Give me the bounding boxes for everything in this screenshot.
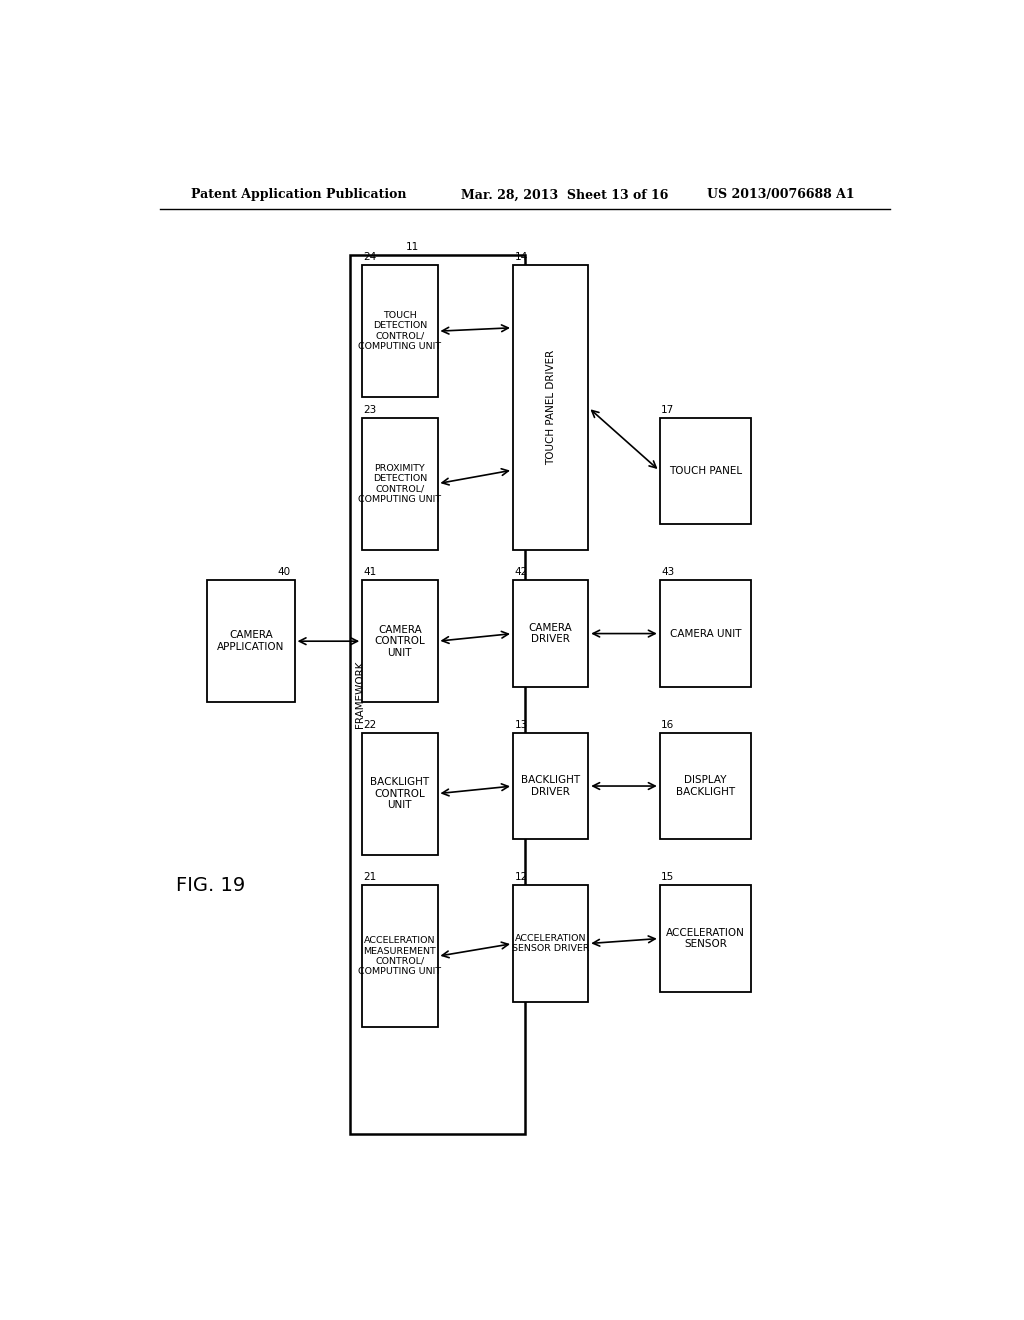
- Text: TOUCH PANEL DRIVER: TOUCH PANEL DRIVER: [546, 350, 556, 465]
- Text: 22: 22: [364, 719, 377, 730]
- Bar: [513, 886, 588, 1002]
- Text: 17: 17: [662, 404, 675, 414]
- Text: 13: 13: [514, 719, 527, 730]
- Text: 43: 43: [662, 568, 675, 577]
- Text: BACKLIGHT
DRIVER: BACKLIGHT DRIVER: [521, 775, 581, 797]
- Text: FRAMEWORK: FRAMEWORK: [354, 661, 365, 729]
- Bar: [513, 733, 588, 840]
- Bar: [362, 417, 437, 549]
- Text: CAMERA
CONTROL
UNIT: CAMERA CONTROL UNIT: [375, 624, 425, 657]
- Bar: [513, 265, 588, 549]
- Text: 12: 12: [514, 873, 527, 882]
- Bar: [350, 255, 524, 1134]
- Text: DISPLAY
BACKLIGHT: DISPLAY BACKLIGHT: [676, 775, 735, 797]
- Bar: [659, 733, 751, 840]
- Text: US 2013/0076688 A1: US 2013/0076688 A1: [708, 189, 855, 202]
- Bar: [513, 581, 588, 686]
- Text: FIG. 19: FIG. 19: [176, 875, 245, 895]
- Bar: [362, 265, 437, 397]
- Text: 24: 24: [364, 252, 377, 263]
- Bar: [362, 886, 437, 1027]
- Text: 41: 41: [364, 568, 377, 577]
- Text: CAMERA
APPLICATION: CAMERA APPLICATION: [217, 631, 285, 652]
- Bar: [659, 417, 751, 524]
- Text: 15: 15: [662, 873, 675, 882]
- Text: TOUCH PANEL: TOUCH PANEL: [669, 466, 742, 477]
- Bar: [362, 581, 437, 702]
- Text: 14: 14: [514, 252, 527, 263]
- Text: BACKLIGHT
CONTROL
UNIT: BACKLIGHT CONTROL UNIT: [371, 777, 429, 810]
- Text: Patent Application Publication: Patent Application Publication: [191, 189, 407, 202]
- Text: CAMERA UNIT: CAMERA UNIT: [670, 628, 741, 639]
- Bar: [659, 886, 751, 991]
- Text: ACCELERATION
SENSOR DRIVER: ACCELERATION SENSOR DRIVER: [512, 933, 590, 953]
- Text: 40: 40: [278, 568, 291, 577]
- Text: Mar. 28, 2013  Sheet 13 of 16: Mar. 28, 2013 Sheet 13 of 16: [461, 189, 669, 202]
- Text: 11: 11: [407, 242, 419, 252]
- Text: 21: 21: [364, 873, 377, 882]
- Text: CAMERA
DRIVER: CAMERA DRIVER: [528, 623, 572, 644]
- Text: PROXIMITY
DETECTION
CONTROL/
COMPUTING UNIT: PROXIMITY DETECTION CONTROL/ COMPUTING U…: [358, 463, 441, 504]
- Text: ACCELERATION
MEASUREMENT
CONTROL/
COMPUTING UNIT: ACCELERATION MEASUREMENT CONTROL/ COMPUT…: [358, 936, 441, 977]
- Bar: [362, 733, 437, 854]
- Bar: [207, 581, 295, 702]
- Text: ACCELERATION
SENSOR: ACCELERATION SENSOR: [666, 928, 744, 949]
- Bar: [659, 581, 751, 686]
- Text: 16: 16: [662, 719, 675, 730]
- Text: 42: 42: [514, 568, 527, 577]
- Text: TOUCH
DETECTION
CONTROL/
COMPUTING UNIT: TOUCH DETECTION CONTROL/ COMPUTING UNIT: [358, 312, 441, 351]
- Text: 23: 23: [364, 404, 377, 414]
